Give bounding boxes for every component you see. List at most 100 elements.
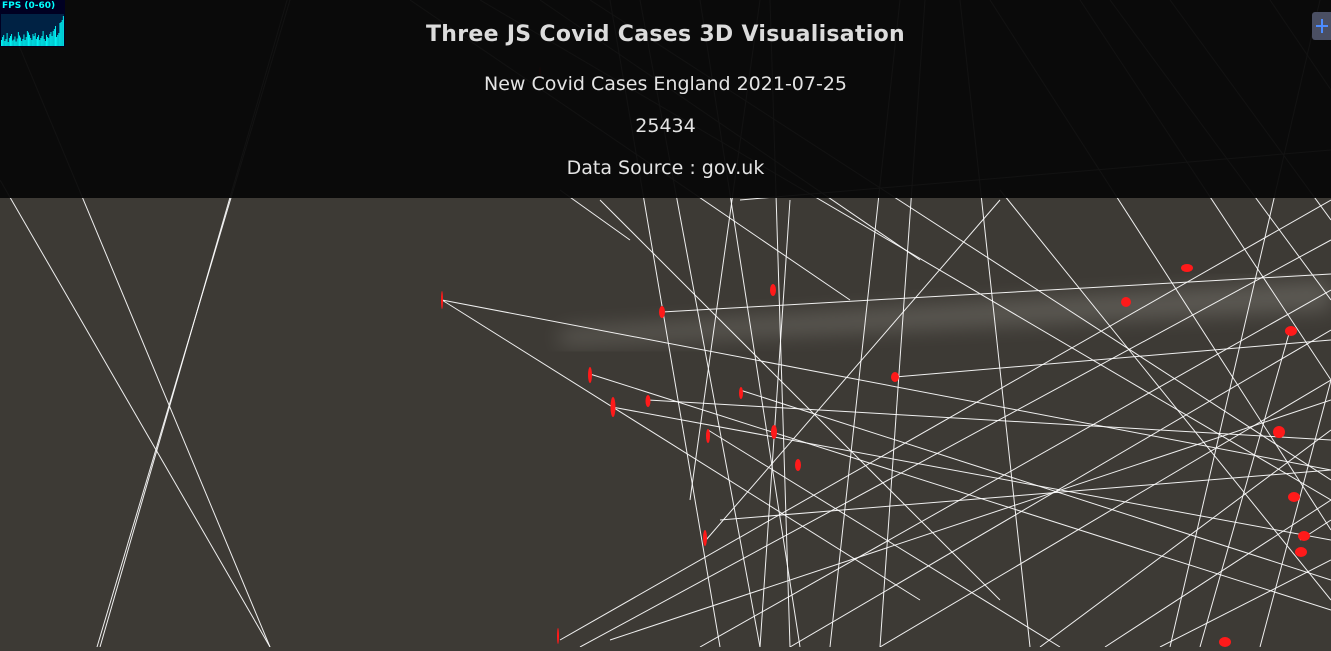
fps-bar [62,16,64,46]
fps-bar [15,41,17,46]
fps-bar [16,38,18,46]
fps-label: FPS (0-60) [2,1,56,11]
mesh-line [739,389,1331,581]
mesh-line [609,399,1331,641]
fps-bar [26,31,28,46]
fps-bar [40,38,42,46]
mesh-line [699,289,1331,648]
mesh-line [599,199,1001,601]
fps-bar [8,38,10,46]
fps-bar [37,37,38,46]
page-title: Three JS Covid Cases 3D Visualisation [426,22,905,47]
case-marker [1121,297,1131,307]
fps-bar [33,36,35,46]
mesh-line [1199,329,1291,648]
mesh-line [1259,379,1331,648]
mesh-line [1039,429,1331,648]
fps-bar [11,34,13,46]
case-marker [1298,531,1310,541]
mesh-line [661,273,1331,313]
fps-bar [49,34,51,46]
plus-icon [1315,19,1328,33]
mesh-line [441,299,1331,471]
fps-bar [29,35,31,46]
fps-bar [13,39,15,46]
fps-bar [14,36,16,46]
fps-bar [24,40,26,46]
fps-bar [53,29,55,46]
fps-bar [59,23,61,46]
case-marker [706,429,710,443]
fps-bar [43,39,45,46]
fps-bar [25,37,27,46]
mesh-line [611,406,1331,541]
case-marker [1288,492,1300,502]
fps-bar [20,37,22,46]
case-marker [610,397,616,417]
mesh-line [789,329,1331,648]
cases-count: 25434 [635,115,696,137]
case-marker [588,367,592,383]
mesh-line [1104,499,1331,648]
light-streak [560,280,1331,345]
fps-bar [21,41,23,46]
fps-bar [3,35,5,46]
fps-bar [7,42,9,46]
fps-bar [19,35,20,46]
case-marker [659,306,665,318]
fps-bar [17,32,19,46]
mesh-line [589,373,1331,611]
fps-bar [4,41,6,46]
mesh-line [705,199,1001,541]
fps-bar [41,36,43,46]
fps-graph [1,14,64,46]
fps-bar [60,22,62,46]
fps-bar [31,40,33,46]
case-marker [1219,637,1231,647]
fps-bar [50,32,52,46]
case-marker [645,395,651,407]
mesh-line [719,469,1331,521]
fps-bar [30,38,32,46]
fps-bar [61,20,63,46]
case-marker [441,291,443,309]
mesh-line [879,379,1331,648]
mesh-line [1159,559,1331,648]
case-marker [703,530,707,546]
case-marker [1273,426,1285,438]
fps-bar [28,32,29,46]
fps-bar [48,38,50,46]
fps-bar [12,40,14,46]
fps-bar [10,36,11,46]
fps-bar [44,41,46,46]
fps-bar [34,33,36,46]
cases-date-label: New Covid Cases England 2021-07-25 [483,73,848,95]
fps-bar [47,37,49,46]
fps-bar [5,39,7,46]
fps-bar [38,35,40,46]
data-source-label: Data Source : gov.uk [566,157,765,179]
fps-stats-panel[interactable]: FPS (0-60) [0,0,65,47]
fps-bar [39,40,41,46]
fps-bar [55,26,56,46]
fps-bar [6,33,8,46]
mesh-line [579,239,1331,648]
mesh-line [559,199,1331,641]
fps-bar [35,39,37,46]
info-overlay: Three JS Covid Cases 3D Visualisation Ne… [0,0,1331,198]
fps-bar [46,35,47,46]
fps-bar [23,34,25,46]
fps-bar [57,35,59,46]
case-marker [891,372,899,382]
case-marker [1295,547,1307,557]
fps-bar [58,33,60,46]
mesh-line [441,299,921,601]
fps-bar [56,37,58,46]
case-marker [739,387,743,399]
gui-toggle-button[interactable] [1312,12,1331,40]
fps-bar [51,36,53,46]
fps-bar [32,34,34,46]
fps-bar [22,39,24,46]
fps-bar [2,37,4,46]
fps-bar [52,31,54,46]
